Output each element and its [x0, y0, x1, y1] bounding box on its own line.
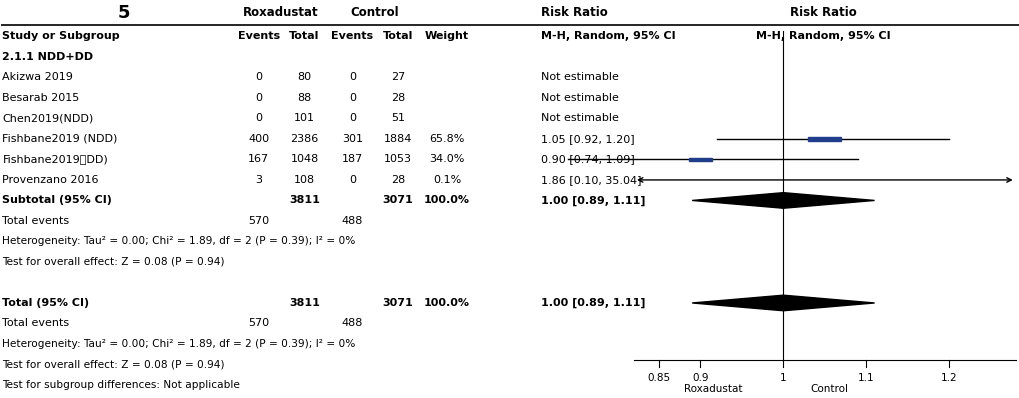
Text: Control: Control [351, 6, 398, 19]
Text: 0.90 [0.74, 1.09]: 0.90 [0.74, 1.09] [540, 154, 634, 164]
Text: 28: 28 [390, 175, 405, 185]
Text: 2.1.1 NDD+DD: 2.1.1 NDD+DD [2, 52, 94, 62]
Text: Roxadustat: Roxadustat [244, 6, 319, 19]
Text: 27: 27 [390, 72, 405, 82]
Text: Fishbane2019 (NDD): Fishbane2019 (NDD) [2, 134, 117, 144]
Text: Not estimable: Not estimable [540, 113, 618, 123]
Text: 51: 51 [390, 113, 405, 123]
Text: 3811: 3811 [288, 195, 320, 205]
Text: 1053: 1053 [384, 154, 412, 164]
Text: Chen2019(NDD): Chen2019(NDD) [2, 113, 94, 123]
Polygon shape [692, 295, 873, 311]
Text: 1.2: 1.2 [940, 373, 957, 383]
Text: Not estimable: Not estimable [540, 72, 618, 82]
Text: 187: 187 [341, 154, 363, 164]
Text: 167: 167 [248, 154, 269, 164]
Text: Test for overall effect: Z = 0.08 (P = 0.94): Test for overall effect: Z = 0.08 (P = 0… [2, 257, 224, 267]
Text: Events: Events [237, 31, 279, 41]
Text: 34.0%: 34.0% [429, 154, 465, 164]
Text: Not estimable: Not estimable [540, 93, 618, 103]
Text: Fishbane2019（DD): Fishbane2019（DD) [2, 154, 108, 164]
Text: 1.1: 1.1 [857, 373, 873, 383]
Text: 5: 5 [117, 4, 129, 22]
Text: Roxadustat: Roxadustat [683, 384, 742, 394]
Text: Total events: Total events [2, 318, 69, 328]
Text: 65.8%: 65.8% [429, 134, 465, 144]
Text: 400: 400 [248, 134, 269, 144]
Text: 0: 0 [348, 113, 356, 123]
Text: 0: 0 [255, 72, 262, 82]
Text: M-H, Random, 95% CI: M-H, Random, 95% CI [540, 31, 675, 41]
Polygon shape [692, 193, 873, 208]
Text: 101: 101 [293, 113, 315, 123]
Text: Subtotal (95% CI): Subtotal (95% CI) [2, 195, 112, 205]
Text: 0: 0 [255, 93, 262, 103]
Text: 28: 28 [390, 93, 405, 103]
Text: 3071: 3071 [382, 298, 413, 308]
Text: Study or Subgroup: Study or Subgroup [2, 31, 120, 41]
Text: Total events: Total events [2, 216, 69, 226]
Text: Events: Events [331, 31, 373, 41]
Text: 0: 0 [255, 113, 262, 123]
Text: 3071: 3071 [382, 195, 413, 205]
Text: Test for subgroup differences: Not applicable: Test for subgroup differences: Not appli… [2, 380, 240, 390]
Text: 1884: 1884 [383, 134, 412, 144]
Text: Akizwa 2019: Akizwa 2019 [2, 72, 73, 82]
Text: 0: 0 [348, 93, 356, 103]
Text: Weight: Weight [425, 31, 469, 41]
Text: 0: 0 [348, 72, 356, 82]
Text: 1.00 [0.89, 1.11]: 1.00 [0.89, 1.11] [540, 195, 644, 206]
Text: 1.05 [0.92, 1.20]: 1.05 [0.92, 1.20] [540, 134, 634, 144]
Text: 80: 80 [298, 72, 311, 82]
Text: Test for overall effect: Z = 0.08 (P = 0.94): Test for overall effect: Z = 0.08 (P = 0… [2, 359, 224, 369]
Text: 0.1%: 0.1% [432, 175, 461, 185]
Text: 488: 488 [341, 216, 363, 226]
Text: 1048: 1048 [290, 154, 318, 164]
Text: 88: 88 [298, 93, 312, 103]
Text: 488: 488 [341, 318, 363, 328]
Text: 1.86 [0.10, 35.04]: 1.86 [0.10, 35.04] [540, 175, 640, 185]
Text: Control: Control [809, 384, 847, 394]
Text: 1: 1 [780, 373, 786, 383]
Text: 0: 0 [348, 175, 356, 185]
Text: Risk Ratio: Risk Ratio [789, 6, 856, 19]
Text: 2386: 2386 [290, 134, 318, 144]
Bar [688, 158, 711, 161]
Text: 0.85: 0.85 [647, 373, 669, 383]
Text: Heterogeneity: Tau² = 0.00; Chi² = 1.89, df = 2 (P = 0.39); I² = 0%: Heterogeneity: Tau² = 0.00; Chi² = 1.89,… [2, 236, 356, 246]
Text: Risk Ratio: Risk Ratio [540, 6, 606, 19]
Text: Total (95% CI): Total (95% CI) [2, 298, 90, 308]
Text: 3: 3 [255, 175, 262, 185]
Text: Total: Total [382, 31, 413, 41]
Text: 1.00 [0.89, 1.11]: 1.00 [0.89, 1.11] [540, 298, 644, 308]
Bar [808, 137, 841, 141]
Text: 301: 301 [341, 134, 363, 144]
Text: M-H, Random, 95% CI: M-H, Random, 95% CI [755, 31, 890, 41]
Text: 570: 570 [248, 318, 269, 328]
Text: Heterogeneity: Tau² = 0.00; Chi² = 1.89, df = 2 (P = 0.39); I² = 0%: Heterogeneity: Tau² = 0.00; Chi² = 1.89,… [2, 339, 356, 349]
Text: Provenzano 2016: Provenzano 2016 [2, 175, 99, 185]
Text: 100.0%: 100.0% [424, 195, 470, 205]
Text: 100.0%: 100.0% [424, 298, 470, 308]
Text: Total: Total [289, 31, 319, 41]
Text: 570: 570 [248, 216, 269, 226]
Text: 0.9: 0.9 [692, 373, 708, 383]
Text: Besarab 2015: Besarab 2015 [2, 93, 79, 103]
Text: 108: 108 [293, 175, 315, 185]
Text: 3811: 3811 [288, 298, 320, 308]
